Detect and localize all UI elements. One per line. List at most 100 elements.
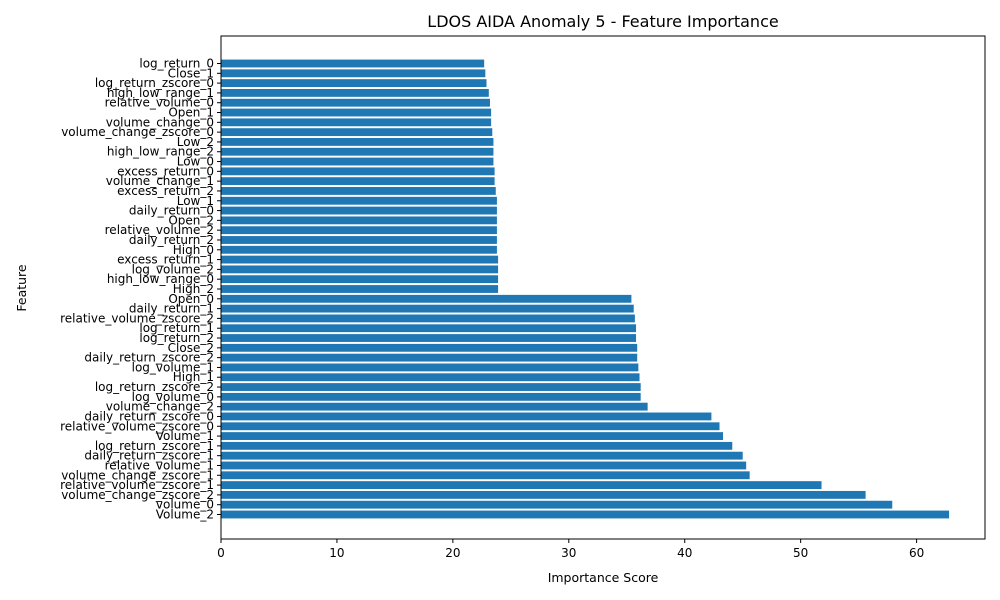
y-tick-label: relative_volume_zscore_1: [60, 478, 214, 492]
bar-Low_0: [221, 157, 494, 166]
y-tick-label: volume_change_0: [106, 115, 214, 129]
bar-Open_0: [221, 294, 632, 303]
y-tick-label: volume_change_zscore_0: [61, 125, 214, 139]
y-tick-label: high_low_range_0: [107, 272, 214, 286]
y-tick-label: Open_1: [168, 106, 214, 120]
bar-Volume_2: [221, 510, 950, 519]
bar-Low_1: [221, 196, 497, 205]
y-tick-label: log_return_1: [139, 321, 214, 335]
bar-volume_change_zscore_0: [221, 128, 493, 137]
bar-log_return_2: [221, 334, 637, 342]
y-tick-label: excess_return_1: [117, 253, 214, 267]
bar-volume_0: [221, 500, 893, 509]
y-tick-label: log_volume_1: [132, 360, 214, 374]
y-tick-label: Volume_2: [156, 508, 214, 522]
bar-Volume_1: [221, 432, 723, 440]
y-tick-label: Low_2: [177, 135, 214, 149]
y-tick-label: log_return_zscore_2: [95, 380, 214, 394]
bar-high_low_range_0: [221, 275, 499, 284]
y-tick-label: daily_return_2: [129, 233, 214, 247]
y-tick-label: volume_0: [156, 498, 214, 512]
bar-excess_return_2: [221, 187, 496, 195]
bar-log_return_1: [221, 324, 637, 333]
y-tick-label: excess_return_0: [117, 164, 214, 178]
bar-relative_volume_2: [221, 226, 497, 235]
bar-high_low_range_1: [221, 88, 489, 97]
y-tick-label: high_low_range_2: [107, 145, 214, 159]
chart-title: LDOS AIDA Anomaly 5 - Feature Importance: [427, 12, 778, 31]
y-axis-label: Feature: [14, 264, 29, 312]
bar-Close_2: [221, 343, 638, 352]
y-tick-label: relative_volume_0: [105, 96, 214, 110]
y-tick-label: relative_volume_2: [105, 223, 214, 237]
bar-Open_2: [221, 216, 497, 225]
y-tick-label: log_return_0: [139, 57, 214, 71]
y-tick-label: log_return_zscore_1: [95, 439, 214, 453]
bar-daily_return_1: [221, 304, 634, 313]
bar-volume_change_0: [221, 118, 492, 127]
y-tick-label: Low_0: [177, 155, 214, 169]
y-tick-label: excess_return_2: [117, 184, 214, 198]
y-tick-label: daily_return_0: [129, 204, 214, 218]
bar-daily_return_2: [221, 236, 497, 244]
x-tick-label: 10: [329, 546, 344, 560]
bar-Open_1: [221, 108, 492, 117]
y-tick-label: Close_2: [168, 341, 214, 355]
y-tick-label: Volume_1: [156, 429, 214, 443]
bar-log_return_0: [221, 59, 485, 68]
y-tick-label: log_return_2: [139, 331, 214, 345]
bar-Close_1: [221, 69, 486, 78]
bar-daily_return_zscore_0: [221, 412, 712, 421]
bar-relative_volume_zscore_0: [221, 422, 720, 431]
bar-volume_change_2: [221, 402, 648, 411]
y-tick-label: High_1: [173, 370, 214, 384]
x-axis-label: Importance Score: [548, 570, 659, 585]
bar-daily_return_zscore_2: [221, 353, 638, 362]
y-tick-label: daily_return_zscore_0: [84, 409, 214, 423]
y-tick-label: volume_change_zscore_1: [61, 468, 214, 482]
bar-log_return_zscore_0: [221, 79, 487, 88]
y-tick-labels: log_return_0Close_1log_return_zscore_0hi…: [60, 57, 221, 522]
bar-log_volume_0: [221, 392, 641, 401]
y-tick-label: Low_1: [177, 194, 214, 208]
bar-daily_return_0: [221, 206, 497, 215]
bar-log_return_zscore_2: [221, 383, 641, 391]
bars-group: [221, 59, 950, 519]
bar-relative_volume_zscore_2: [221, 314, 635, 323]
x-tick-label: 0: [217, 546, 225, 560]
x-tick-label: 50: [793, 546, 808, 560]
bar-volume_change_1: [221, 177, 495, 186]
y-tick-label: volume_change_2: [106, 400, 214, 414]
bar-High_1: [221, 373, 640, 382]
y-tick-label: daily_return_1: [129, 302, 214, 316]
bar-volume_change_zscore_1: [221, 471, 750, 480]
y-tick-label: Open_0: [168, 292, 214, 306]
y-tick-label: daily_return_zscore_1: [84, 449, 214, 463]
y-tick-label: log_volume_0: [132, 390, 214, 404]
x-tick-label: 30: [561, 546, 576, 560]
y-tick-label: volume_change_zscore_2: [61, 488, 214, 502]
x-tick-label: 20: [445, 546, 460, 560]
bar-Low_2: [221, 138, 494, 146]
y-tick-label: High_2: [173, 282, 214, 296]
y-tick-label: volume_change_1: [106, 174, 214, 188]
bar-log_volume_1: [221, 363, 639, 372]
bar-relative_volume_0: [221, 98, 490, 107]
y-tick-label: High_0: [173, 243, 214, 257]
y-tick-label: relative_volume_zscore_0: [60, 419, 214, 433]
y-tick-label: relative_volume_zscore_2: [60, 311, 214, 325]
y-tick-label: Close_1: [168, 66, 214, 80]
y-tick-label: log_volume_2: [132, 262, 214, 276]
bar-excess_return_0: [221, 167, 495, 176]
bar-High_2: [221, 285, 499, 293]
x-tick-label: 40: [677, 546, 692, 560]
bar-log_return_zscore_1: [221, 441, 733, 450]
x-tick-label: 60: [909, 546, 924, 560]
plot-frame: [220, 35, 986, 540]
y-tick-label: high_low_range_1: [107, 86, 214, 100]
bar-excess_return_1: [221, 255, 499, 264]
y-tick-label: relative_volume_1: [105, 458, 214, 472]
bar-High_0: [221, 245, 497, 254]
bar-daily_return_zscore_1: [221, 451, 743, 460]
